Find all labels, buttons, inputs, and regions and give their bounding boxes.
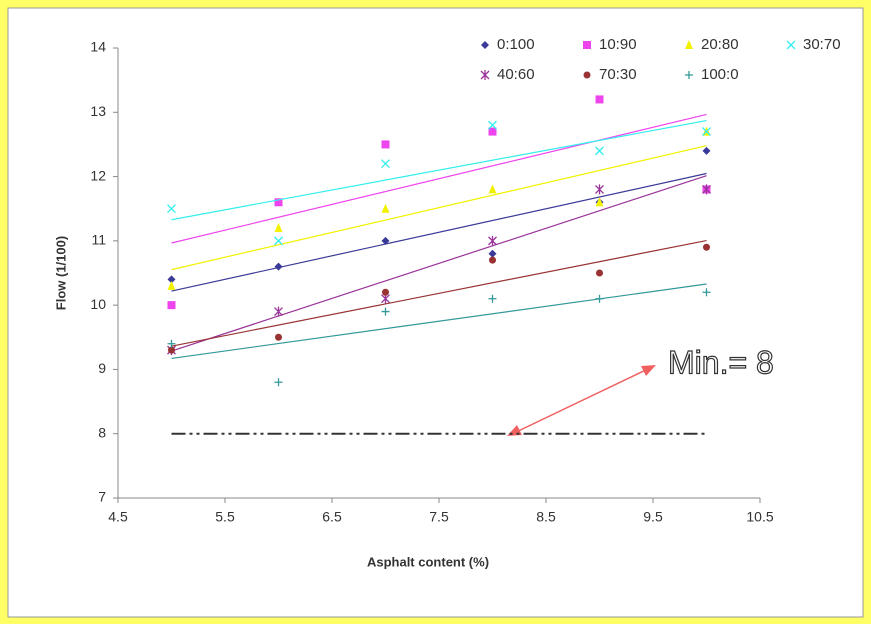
chart-area — [8, 8, 863, 617]
point — [275, 334, 282, 341]
legend-label: 40:60 — [497, 66, 535, 83]
frame: Flow (1/100) Asphalt content (%) Min.= 8… — [0, 0, 871, 624]
point — [596, 95, 604, 103]
x-tick-label: 9.5 — [643, 509, 663, 525]
legend-label: 20:80 — [701, 36, 739, 53]
legend-label: 30:70 — [803, 36, 841, 53]
point — [489, 257, 496, 264]
point — [703, 244, 710, 251]
y-tick-label: 8 — [98, 424, 106, 440]
y-axis-title: Flow (1/100) — [53, 236, 68, 310]
y-tick-label: 13 — [90, 103, 106, 119]
x-tick-label: 8.5 — [536, 509, 556, 525]
x-tick-label: 5.5 — [215, 509, 235, 525]
legend-label: 10:90 — [599, 36, 637, 53]
annotation: Min.= 8 — [668, 344, 774, 380]
x-tick-label: 7.5 — [429, 509, 449, 525]
x-axis-title: Asphalt content (%) — [367, 554, 489, 569]
point — [596, 270, 603, 277]
x-tick-label: 6.5 — [322, 509, 342, 525]
x-tick-label: 10.5 — [746, 509, 773, 525]
x-tick-label: 4.5 — [108, 509, 128, 525]
point — [168, 301, 176, 309]
point — [382, 289, 389, 296]
legend-marker — [584, 72, 591, 79]
y-tick-label: 14 — [90, 39, 106, 55]
y-tick-label: 7 — [98, 489, 106, 505]
y-tick-label: 11 — [91, 232, 106, 248]
y-tick-label: 9 — [98, 360, 106, 376]
legend-marker — [583, 41, 591, 49]
y-tick-label: 12 — [90, 167, 106, 183]
chart: Flow (1/100) Asphalt content (%) Min.= 8… — [0, 0, 871, 624]
legend-label: 100:0 — [701, 66, 739, 83]
point — [382, 140, 390, 148]
legend-label: 70:30 — [599, 66, 637, 83]
y-tick-label: 10 — [90, 296, 106, 312]
legend-label: 0:100 — [497, 36, 535, 53]
